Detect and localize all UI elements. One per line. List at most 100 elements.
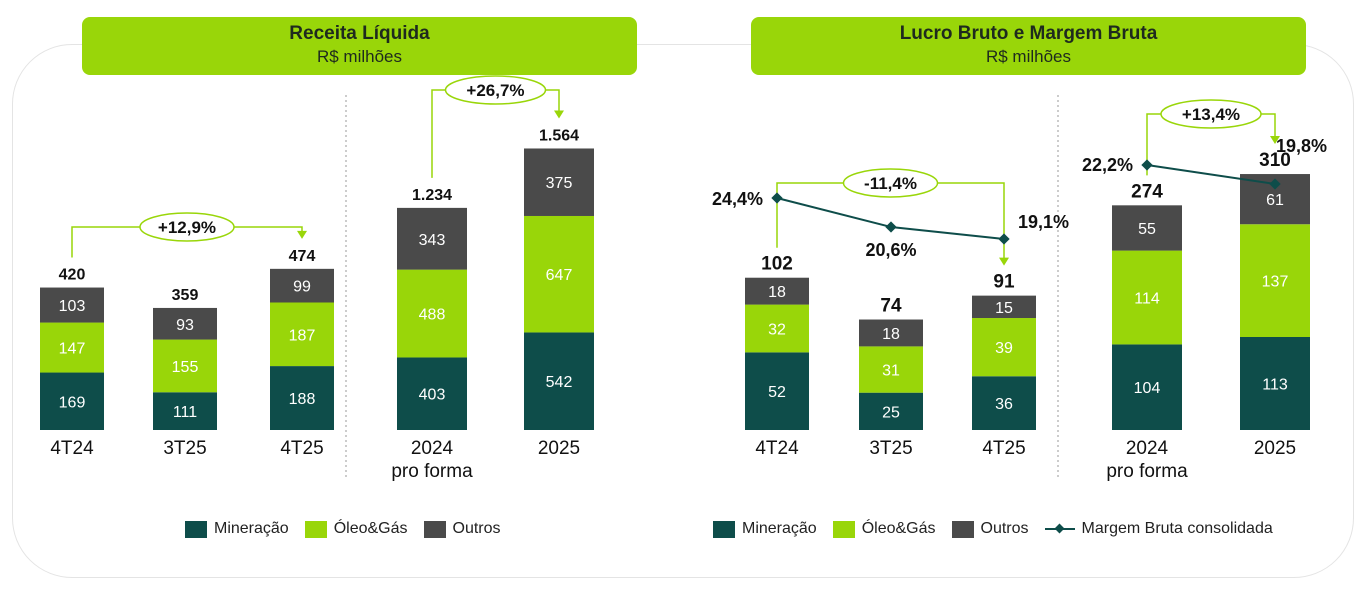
legend-swatch-outros: [423, 520, 446, 538]
bar-value-leo-g-s-2025: 647: [546, 267, 573, 284]
category-label-2024-pro-forma: pro forma: [391, 461, 473, 482]
bar-value-outros-2025: 375: [546, 175, 573, 192]
bar-minera-o-2025: [524, 332, 594, 430]
bar-total-2025: 310: [1259, 150, 1291, 171]
bar-value-outros-4t24: 103: [59, 298, 86, 315]
legend-item-mineracao: Mineração: [185, 520, 289, 538]
bar-leo-g-s-4t24: [40, 322, 104, 373]
bar-value-leo-g-s-3t25: 31: [882, 363, 900, 380]
bar-leo-g-s-2024-pro-forma: [1112, 250, 1182, 345]
bar-outros-2025: [524, 148, 594, 216]
legend-item-oleo-gas: Óleo&Gás: [832, 520, 936, 538]
header-receita: Receita Líquida R$ milhões: [82, 17, 637, 75]
bar-leo-g-s-4t25: [972, 318, 1036, 377]
bar-value-outros-2024-pro-forma: 343: [419, 232, 446, 249]
bar-value-leo-g-s-4t24: 32: [768, 321, 786, 338]
bar-outros-2024-pro-forma: [397, 207, 467, 270]
bracket-arrow: [999, 257, 1009, 266]
bar-value-outros-4t24: 18: [768, 284, 786, 301]
legend-swatch-outros: [951, 520, 974, 538]
bar-value-minera-o-2024-pro-forma: 104: [1134, 380, 1161, 397]
bar-value-leo-g-s-2024-pro-forma: 488: [419, 307, 446, 324]
bar-value-outros-3t25: 93: [176, 317, 194, 334]
variation-badge: [444, 75, 547, 105]
margin-marker-4t24: [771, 192, 783, 204]
bar-value-outros-4t25: 15: [995, 300, 1013, 317]
bar-leo-g-s-2024-pro-forma: [397, 269, 467, 358]
bar-value-outros-3t25: 18: [882, 326, 900, 343]
category-label-4t24: 4T24: [755, 438, 799, 459]
header-receita-subtitle: R$ milhões: [316, 47, 403, 66]
variation-badge-text: +12,9%: [158, 218, 216, 237]
variation-badge-text: -11,4%: [864, 174, 917, 193]
bar-minera-o-3t25: [859, 392, 923, 430]
bar-value-minera-o-4t24: 169: [59, 394, 86, 411]
legend-label: Mineração: [742, 520, 817, 537]
bar-value-outros-2025: 61: [1266, 192, 1284, 209]
bar-value-leo-g-s-3t25: 155: [172, 359, 199, 376]
bracket-arrow: [1270, 136, 1280, 145]
legend-label: Margem Bruta consolidada: [1081, 520, 1273, 537]
bar-minera-o-4t25: [972, 376, 1036, 430]
margin-line-quarterly: [776, 197, 1005, 240]
legend-item-oleo-gas: Óleo&Gás: [304, 520, 408, 538]
bar-leo-g-s-3t25: [153, 339, 217, 393]
bar-total-4t24: 420: [59, 267, 86, 284]
legend-item-outros: Outros: [951, 520, 1029, 538]
margin-label-4t25: 19,1%: [1018, 212, 1069, 232]
bar-value-minera-o-4t25: 188: [289, 391, 316, 408]
bar-outros-4t24: [40, 287, 104, 323]
bar-value-leo-g-s-2024-pro-forma: 114: [1134, 290, 1160, 307]
margin-marker-2024-pro-forma: [1141, 159, 1153, 171]
legend-label: Mineração: [214, 520, 289, 537]
bar-total-2025: 1.564: [539, 127, 579, 144]
bar-minera-o-4t24: [40, 372, 104, 430]
bar-total-3t25: 74: [880, 296, 902, 317]
bar-value-outros-4t25: 99: [293, 279, 311, 296]
legend-swatch-mineracao: [713, 520, 735, 538]
bar-outros-3t25: [859, 319, 923, 347]
chart-receita: 169 147 103 420 4T24 111 155 93 359 3T25 188 187 99 4…: [40, 75, 594, 482]
bar-minera-o-2025: [1240, 337, 1310, 430]
legend-item-mineracao: Mineração: [713, 520, 817, 538]
bar-value-leo-g-s-4t25: 39: [995, 340, 1013, 357]
legend-lucro: Mineração Óleo&Gás Outros Margem Bruta c…: [713, 520, 1289, 538]
legend-label: Óleo&Gás: [333, 520, 408, 537]
bar-minera-o-4t24: [745, 352, 809, 430]
legend-label: Outros: [452, 520, 501, 537]
bracket-arrow: [554, 110, 564, 119]
bar-minera-o-3t25: [153, 392, 217, 430]
category-label-2025: 2025: [1254, 438, 1296, 459]
header-lucro: Lucro Bruto e Margem Bruta R$ milhões: [751, 17, 1306, 75]
bar-total-4t25: 474: [289, 248, 316, 265]
bar-value-outros-2024-pro-forma: 55: [1138, 221, 1156, 238]
bar-leo-g-s-3t25: [859, 346, 923, 393]
legend-item-margem: Margem Bruta consolidada: [1044, 520, 1273, 538]
category-label-4t25: 4T25: [982, 438, 1025, 459]
bar-value-minera-o-4t25: 36: [995, 396, 1013, 413]
bar-minera-o-4t25: [270, 366, 334, 430]
margin-label-4t24: 24,4%: [712, 189, 763, 209]
legend-swatch-mineracao: [185, 520, 207, 538]
bar-total-4t25: 91: [993, 272, 1015, 293]
bar-value-minera-o-3t25: 25: [882, 404, 900, 421]
category-label-2024-pro-forma: pro forma: [1106, 461, 1188, 482]
bar-value-leo-g-s-2025: 137: [1262, 274, 1289, 291]
variation-badge-text: +26,7%: [466, 81, 524, 100]
margin-marker-4t25: [998, 233, 1010, 245]
category-label-3t25: 3T25: [869, 438, 912, 459]
margin-marker-3t25: [885, 221, 897, 233]
bar-value-minera-o-2025: 542: [546, 374, 573, 391]
bar-total-2024-pro-forma: 274: [1131, 181, 1163, 202]
bar-value-minera-o-4t24: 52: [768, 384, 786, 401]
variation-badge: [1160, 99, 1262, 129]
bar-value-minera-o-3t25: 111: [173, 404, 197, 421]
variation-badge: [842, 168, 939, 198]
bar-total-4t24: 102: [761, 254, 793, 275]
category-label-2024-pro-forma: 2024: [411, 438, 454, 459]
variation-badge-text: +13,4%: [1182, 105, 1240, 124]
bar-outros-3t25: [153, 307, 217, 340]
margin-line-annual: [1146, 164, 1276, 185]
legend-label: Outros: [980, 520, 1029, 537]
